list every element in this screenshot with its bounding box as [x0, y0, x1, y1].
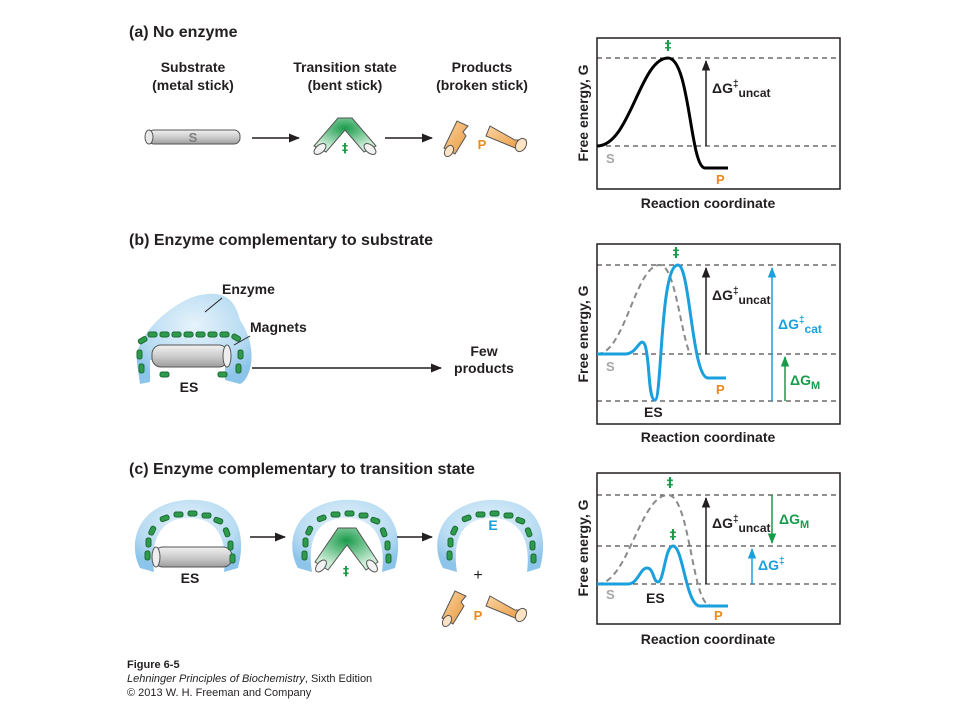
es-complex-c: ES: [134, 499, 242, 586]
magnets-label: Magnets: [250, 319, 307, 335]
plus-sign: +: [473, 567, 482, 584]
broken-stick: P: [443, 120, 528, 158]
p-label-b: P: [716, 382, 725, 397]
energy-curve-uncatalyzed-b: [596, 263, 691, 355]
enzyme-blob-b: [136, 293, 252, 384]
es-graph-label-c: ES: [646, 590, 665, 606]
graph-b-frame: [596, 243, 841, 425]
p-label-c: P: [714, 608, 723, 623]
products-label-line2: (broken stick): [436, 77, 528, 93]
graph-a-frame: [596, 37, 841, 190]
transition-symbol-c: ‡: [343, 564, 349, 578]
es-label-c: ES: [181, 570, 200, 586]
graph-a: ‡ ΔG‡uncat S P Free energy, G Reaction c…: [575, 37, 841, 211]
x-axis-label-b: Reaction coordinate: [641, 429, 776, 445]
panel-a: (a) No enzyme Substrate (metal stick) Tr…: [129, 24, 841, 211]
panel-a-heading: (a) No enzyme: [129, 24, 238, 41]
substrate-label-line1: Substrate: [161, 59, 226, 75]
dg-uncat-label-a: ΔG‡uncat: [712, 79, 771, 100]
es-graph-label-b: ES: [644, 404, 663, 420]
s-label-a: S: [606, 151, 615, 166]
s-label-b: S: [606, 359, 615, 374]
book-edition: , Sixth Edition: [304, 673, 373, 685]
bent-stick: ‡: [313, 117, 377, 155]
dg-m-label-b: ΔGM: [790, 372, 820, 392]
dg-uncat-label-c: ΔG‡uncat: [712, 514, 771, 535]
figure-number: Figure 6-5: [127, 659, 180, 671]
few-products-line2: products: [454, 360, 514, 376]
dg-small-label-c: ΔG‡: [758, 556, 785, 573]
panel-c-heading: (c) Enzyme complementary to transition s…: [129, 461, 475, 478]
free-enzyme-c: E: [437, 499, 544, 572]
dg-m-label-c: ΔGM: [779, 511, 809, 531]
panel-b: (b) Enzyme complementary to substrate: [129, 232, 841, 445]
substrate-stick-b: [151, 344, 229, 368]
transition-label-line2: (bent stick): [308, 77, 383, 93]
figure-caption: Figure 6-5 Lehninger Principles of Bioch…: [127, 658, 372, 700]
graph-c: ‡ ‡ ΔG‡uncat ΔGM ΔG‡ S ES P Free energy,…: [575, 472, 841, 647]
transition-symbol-a: ‡: [342, 141, 348, 155]
transition-label-line1: Transition state: [293, 59, 397, 75]
x-axis-label-c: Reaction coordinate: [641, 631, 776, 647]
peak-symbol-c-mid: ‡: [670, 528, 677, 543]
broken-stick-c: P: [441, 590, 528, 628]
energy-curve-uncatalyzed: [596, 56, 728, 170]
few-products-line1: Few: [470, 343, 497, 359]
substrate-stick-c: [153, 546, 233, 568]
energy-curve-catalyzed-b: [597, 263, 726, 402]
products-letter-c: P: [474, 608, 483, 623]
copyright-line: © 2013 W. H. Freeman and Company: [127, 687, 312, 699]
y-axis-label-b: Free energy, G: [575, 285, 591, 382]
book-line: Lehninger Principles of Biochemistry, Si…: [127, 672, 372, 686]
peak-symbol-c-top: ‡: [667, 476, 674, 491]
enzyme-leader-line: [204, 297, 223, 313]
energy-curve-catalyzed-c: [597, 544, 728, 608]
magnets-c2: [301, 510, 392, 564]
magnets-c3: [446, 510, 537, 564]
graph-b: ‡ ΔG‡uncat ΔG‡cat ΔGM S ES P Free energy…: [575, 243, 841, 445]
enzyme-complex-b: ES: [136, 293, 252, 395]
products-label-line1: Products: [452, 59, 513, 75]
stick-letter-s: S: [189, 130, 198, 145]
metal-stick: S: [144, 129, 241, 145]
e-label-c: E: [488, 517, 497, 533]
es-label-b: ES: [180, 379, 199, 395]
substrate-label-line2: (metal stick): [152, 77, 234, 93]
y-axis-label-a: Free energy, G: [575, 64, 591, 161]
panel-b-heading: (b) Enzyme complementary to substrate: [129, 232, 433, 249]
magnets-b: [136, 331, 244, 378]
panel-c: (c) Enzyme complementary to transition s…: [129, 461, 841, 647]
p-label-a: P: [716, 172, 725, 187]
x-axis-label-a: Reaction coordinate: [641, 195, 776, 211]
magnets-leader-line: [233, 335, 251, 346]
enzyme-label: Enzyme: [222, 281, 275, 297]
book-title: Lehninger Principles of Biochemistry: [127, 673, 305, 685]
s-label-c: S: [606, 587, 615, 602]
products-letter-a: P: [478, 137, 487, 152]
peak-symbol-a: ‡: [665, 39, 672, 54]
graph-c-frame: [596, 472, 841, 625]
ts-complex-c: ‡: [292, 499, 399, 578]
dg-cat-label: ΔG‡cat: [778, 315, 822, 336]
magnets-c1: [144, 510, 236, 564]
energy-curve-uncatalyzed-c: [596, 493, 711, 606]
dg-uncat-label-b: ΔG‡uncat: [712, 286, 771, 307]
y-axis-label-c: Free energy, G: [575, 499, 591, 596]
peak-symbol-b: ‡: [673, 246, 680, 261]
